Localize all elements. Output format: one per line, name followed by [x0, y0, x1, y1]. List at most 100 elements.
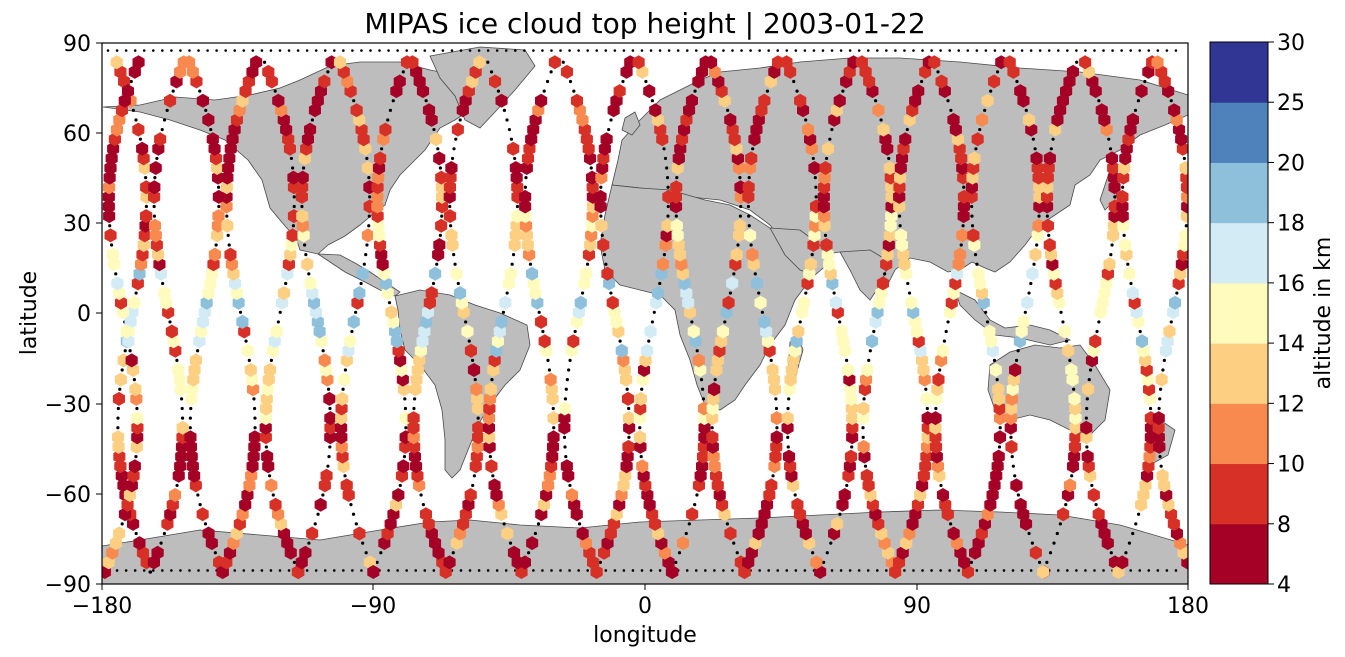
cloud-marker [597, 238, 610, 252]
orbit-sample [665, 166, 669, 170]
cloud-marker [1041, 218, 1054, 233]
cloud-marker [220, 189, 233, 204]
polar-sample [206, 569, 209, 572]
polar-sample [242, 49, 246, 52]
cloud-marker [595, 218, 608, 233]
orbit-sample [510, 262, 514, 266]
cloud-marker [783, 382, 796, 397]
orbit-sample [496, 89, 501, 93]
cloud-marker [244, 363, 257, 377]
cloud-marker [324, 420, 337, 435]
orbit-sample [663, 156, 668, 161]
cloud-marker [127, 468, 140, 483]
cloud-marker [172, 468, 185, 483]
cloud-marker [620, 372, 633, 387]
cloud-marker [1062, 343, 1075, 358]
cloud-marker [337, 459, 350, 474]
cloud-marker [644, 324, 657, 339]
cloud-marker [130, 391, 143, 406]
cloud-marker [1179, 161, 1188, 175]
cloud-marker [392, 488, 405, 502]
polar-sample [1029, 49, 1033, 52]
cloud-marker [487, 363, 500, 377]
cloud-marker [409, 382, 422, 397]
cloud-marker [845, 391, 858, 406]
cloud-marker [838, 488, 851, 502]
cloud-marker [632, 55, 645, 70]
cloud-marker [1058, 324, 1071, 339]
orbit-sample [268, 474, 272, 478]
cloud-marker [1014, 497, 1027, 512]
cloud-marker [545, 382, 558, 397]
cloud-marker [444, 170, 457, 185]
orbit-sample [1158, 454, 1162, 459]
cloud-marker [765, 478, 778, 493]
cloud-marker [884, 170, 897, 185]
cloud-marker [636, 459, 649, 474]
cloud-marker [265, 478, 278, 493]
orbit-sample [1129, 281, 1133, 286]
cloud-marker [1107, 161, 1120, 175]
cloud-marker [501, 526, 514, 541]
orbit-sample [180, 416, 185, 420]
colorbar-tick-label: 18 [1277, 212, 1305, 237]
cloud-marker [153, 257, 166, 272]
cloud-marker [467, 363, 481, 377]
polar-sample [179, 49, 182, 52]
orbit-sample [271, 493, 275, 497]
cloud-marker [385, 305, 398, 320]
cloud-marker [843, 459, 856, 474]
orbit-sample [1169, 99, 1173, 103]
colorbar-tick-label: 16 [1277, 272, 1305, 297]
cloud-marker [545, 459, 558, 474]
polar-sample [124, 569, 128, 572]
orbit-sample [152, 204, 156, 209]
cloud-marker [443, 555, 456, 570]
orbit-sample [108, 224, 112, 228]
cloud-marker [586, 209, 599, 224]
cloud-marker [802, 122, 815, 137]
colorbar-segment [1210, 523, 1268, 585]
orbit-sample [264, 445, 268, 449]
cloud-marker [596, 161, 609, 175]
cloud-marker [685, 93, 698, 108]
cloud-marker [634, 439, 647, 454]
cloud-marker [931, 382, 944, 397]
orbit-sample [1037, 560, 1042, 564]
cloud-marker [139, 218, 152, 233]
orbit-sample [213, 551, 217, 555]
cloud-marker [781, 420, 794, 435]
orbit-sample [165, 108, 169, 112]
orbit-sample [424, 99, 428, 103]
polar-sample [486, 569, 490, 572]
polar-sample [658, 49, 662, 52]
cloud-marker [726, 276, 739, 291]
cloud-marker [883, 161, 896, 175]
cloud-marker [643, 84, 656, 99]
polar-sample [414, 569, 418, 572]
cloud-marker [131, 420, 144, 435]
polar-sample [1011, 569, 1015, 572]
orbit-sample [938, 368, 942, 372]
cloud-marker [675, 257, 688, 272]
orbit-sample [1052, 541, 1056, 545]
polar-sample [1102, 49, 1105, 52]
cloud-marker [931, 459, 944, 474]
cloud-marker [172, 363, 185, 377]
cloud-marker [1030, 151, 1043, 166]
orbit-sample [252, 406, 257, 411]
orbit-sample [813, 176, 817, 180]
cloud-marker [1026, 266, 1039, 281]
colorbar-label: altitude in km [1311, 237, 1336, 390]
cloud-marker [613, 84, 626, 99]
polar-sample [921, 49, 924, 52]
cloud-marker [929, 430, 942, 445]
cloud-marker [562, 468, 575, 483]
polar-sample [694, 49, 698, 52]
orbit-sample [472, 474, 476, 478]
cloud-marker [318, 353, 331, 368]
orbit-sample [838, 512, 842, 516]
cloud-marker [174, 382, 187, 397]
landmass-africa [599, 184, 811, 411]
cloud-markers [102, 55, 1188, 579]
